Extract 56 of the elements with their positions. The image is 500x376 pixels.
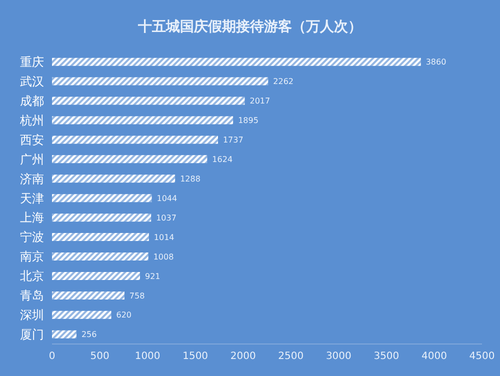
bar: [52, 96, 245, 105]
x-tick-label: 3000: [326, 351, 352, 362]
data-label: 921: [145, 272, 160, 281]
bar: [52, 291, 124, 300]
x-tick-label: 4000: [421, 351, 447, 362]
chart-title: 十五城国庆假期接待游客（万人次）: [137, 18, 363, 36]
y-tick-label: 济南: [20, 172, 44, 186]
data-label: 1737: [222, 136, 244, 145]
data-label: 758: [129, 291, 145, 300]
data-label: 2017: [250, 96, 270, 106]
y-tick-label: 北京: [20, 269, 44, 284]
data-label: 2262: [273, 77, 294, 86]
data-label: 1008: [153, 252, 174, 262]
data-label: 1044: [156, 194, 178, 203]
y-tick-label: 青岛: [20, 288, 44, 303]
data-label: 1037: [156, 213, 176, 222]
data-label: 1624: [212, 155, 233, 164]
y-tick-label: 南京: [20, 250, 44, 264]
y-tick-label: 广州: [20, 152, 44, 166]
data-label: 620: [116, 310, 132, 320]
x-tick-label: 1000: [134, 351, 160, 362]
y-tick-label: 重庆: [20, 54, 44, 69]
x-tick-label: 0: [48, 351, 56, 362]
bar: [52, 174, 176, 183]
bar: [52, 58, 421, 66]
x-tick-label: 2500: [278, 351, 304, 362]
y-tick-label: 深圳: [20, 308, 44, 322]
bar: [52, 77, 268, 86]
bar: [52, 272, 140, 280]
bar: [52, 116, 234, 124]
y-tick-label: 成都: [20, 94, 44, 108]
bar: [52, 136, 218, 144]
bar: [52, 155, 208, 164]
y-tick-label: 天津: [20, 191, 44, 206]
y-tick-label: 杭州: [19, 113, 44, 128]
bar: [52, 214, 152, 222]
data-label: 1288: [180, 174, 200, 184]
data-label: 1014: [154, 232, 174, 242]
y-tick-label: 上海: [20, 210, 44, 225]
x-tick-label: 4500: [469, 351, 495, 362]
bar: [52, 252, 148, 261]
x-tick-label: 1500: [182, 351, 208, 362]
bar: [52, 310, 112, 319]
y-tick-label: 宁波: [20, 230, 44, 244]
bar: [52, 330, 76, 338]
y-tick-label: 武汉: [20, 74, 44, 88]
y-tick-label: 厦门: [20, 328, 44, 342]
x-tick-label: 500: [90, 351, 110, 362]
x-tick-label: 2000: [230, 351, 256, 362]
bar: [52, 233, 149, 242]
bar: [52, 194, 152, 202]
data-label: 3860: [426, 58, 446, 67]
y-tick-label: 西安: [20, 132, 44, 147]
data-label: 1895: [238, 116, 258, 126]
data-label: 256: [81, 330, 97, 340]
x-tick-label: 3500: [374, 351, 400, 362]
